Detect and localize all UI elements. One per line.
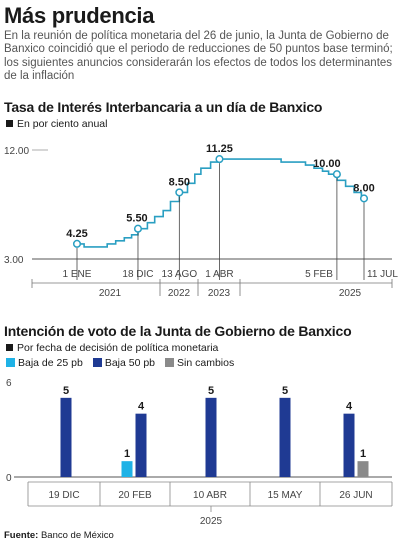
x-tick-label: 10 ABR [193,490,227,501]
source-note: Fuente: Banco de México [4,530,114,541]
year-label: 2021 [99,288,122,299]
bar-value-label: 4 [138,401,145,413]
data-point [175,188,184,197]
bar-value-label: 1 [124,448,130,460]
data-label: 8.00 [353,182,374,194]
bar-baja-50-pb [135,413,147,477]
bar-baja-50-pb [343,413,355,477]
square-bullet-icon [6,344,13,351]
y-tick-label: 0 [6,473,12,484]
x-tick-label: 26 JUN [339,490,372,501]
data-point [332,170,341,179]
legend-label: Sin cambios [177,357,235,369]
year-label: 2022 [168,288,191,299]
year-label: 2025 [339,288,362,299]
y-tick-label: 6 [6,378,12,389]
y-tick-label: 12.00 [4,146,29,157]
rate-chart-title: Tasa de Interés Interbancaria a un día d… [4,99,323,115]
data-label: 4.25 [66,228,87,240]
x-tick-label: 11 JUL [367,269,398,280]
data-label: 5.50 [126,213,147,225]
bar-value-label: 5 [208,385,214,397]
x-tick-label: 1 ENE [63,269,92,280]
data-point [133,224,143,233]
bar-value-label: 4 [346,401,353,413]
page-title: Más prudencia [4,3,155,28]
data-point [215,155,224,164]
data-label: 11.25 [206,143,233,155]
square-bullet-icon [6,120,13,127]
bar-value-label: 1 [360,448,366,460]
vote-chart-title: Intención de voto de la Junta de Gobiern… [4,323,352,339]
vote-bar-chart: 6 0 5 1 4 5 5 4 1 19 DIC 20 FEB 10 ABR 15 MAY 26 JUN 2… [6,378,393,527]
legend-item: Baja 50 pb [92,357,156,369]
vote-chart-subtitle-text: Por fecha de decisión de política moneta… [17,342,219,354]
x-tick-label: 15 MAY [268,490,303,501]
x-tick-label: 1 ABR [205,269,233,280]
legend-swatch [6,358,15,367]
legend-label: Baja 50 pb [104,357,156,369]
data-point [359,194,369,203]
bar-sin-cambios [357,461,369,477]
bar-baja-50-pb [60,397,72,477]
vote-chart-subtitle: Por fecha de decisión de política moneta… [6,342,218,354]
legend-swatch [165,358,175,367]
source-label: Fuente: [4,530,39,541]
rate-line-chart: 12.00 3.00 4.25 5.50 8.50 11.25 10.00 8.00 1 ENE… [4,143,398,299]
series-line-rate [77,158,364,248]
bar-value-label: 5 [63,385,69,397]
x-tick-label: 18 DIC [122,269,153,280]
x-tick-label: 5 FEB [305,269,333,280]
rate-chart-subtitle-text: En por ciento anual [17,118,108,130]
bar-baja-de-25-pb [121,461,133,477]
legend-label: Baja de 25 pb [18,357,83,369]
year-label: 2025 [200,516,223,527]
legend-swatch [92,358,102,367]
intro-text: En la reunión de política monetaria del … [4,30,393,83]
x-tick-label: 13 AGO [162,269,198,280]
bar-value-label: 5 [282,385,288,397]
data-label: 8.50 [169,176,190,188]
bar-baja-50-pb [279,397,291,477]
bar-baja-50-pb [205,397,217,477]
legend-item: Sin cambios [165,357,234,369]
x-tick-label: 19 DIC [48,490,79,501]
y-tick-label: 3.00 [4,255,24,266]
x-tick-label: 20 FEB [118,490,152,501]
data-label: 10.00 [313,158,341,170]
data-point [72,239,82,248]
year-label: 2023 [208,288,231,299]
legend-item: Baja de 25 pb [6,357,83,369]
source-text: Banco de México [40,530,114,541]
rate-chart-subtitle: En por ciento anual [6,118,107,130]
vote-chart-legend: Baja de 25 pb Baja 50 pb Sin cambios [6,357,244,369]
